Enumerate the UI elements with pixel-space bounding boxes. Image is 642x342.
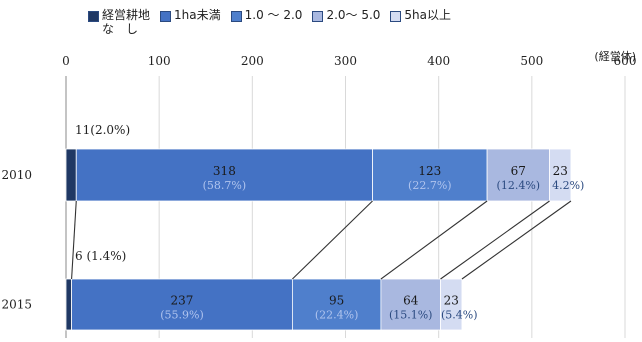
bar-segment bbox=[75, 148, 373, 202]
connector-line bbox=[440, 200, 550, 280]
x-tick-label: 500 bbox=[520, 54, 543, 68]
bar-segment bbox=[440, 278, 463, 331]
unit-label: (経営体) bbox=[594, 50, 636, 63]
legend-item: 5ha以上 bbox=[390, 8, 451, 36]
bar-value-label: 23 bbox=[444, 294, 459, 308]
legend-item: 1.0 〜 2.0 bbox=[230, 8, 303, 36]
bar-value-label: 64 bbox=[403, 294, 419, 308]
legend-label: 5ha以上 bbox=[404, 8, 452, 22]
bar-percent-label: (58.7%) bbox=[203, 179, 247, 192]
bar-value-label: 67 bbox=[511, 164, 526, 178]
legend-swatch bbox=[88, 11, 99, 22]
x-tick-label: 400 bbox=[427, 54, 450, 68]
bar-segment bbox=[65, 148, 77, 202]
bar-value-label: 318 bbox=[213, 164, 236, 178]
x-tick-label: 200 bbox=[241, 54, 264, 68]
connector-line bbox=[380, 200, 488, 280]
y-tick-label: 2010 bbox=[1, 168, 32, 182]
bar-segment bbox=[65, 278, 72, 331]
bar-segment bbox=[549, 148, 572, 202]
bar-percent-label: (22.7%) bbox=[408, 179, 452, 192]
x-tick-label: 100 bbox=[148, 54, 171, 68]
connector-line bbox=[461, 200, 572, 280]
bar-segment bbox=[291, 278, 382, 331]
bar-percent-label: (55.9%) bbox=[160, 309, 204, 322]
connector-line bbox=[292, 200, 373, 280]
bar-value-label: 11(2.0%) bbox=[75, 123, 130, 137]
bar-percent-label: 4.2%) bbox=[552, 179, 584, 192]
legend-label: 1ha未満 bbox=[174, 8, 221, 22]
legend-label: 1.0 〜 2.0 bbox=[244, 8, 303, 22]
bar-value-label: 23 bbox=[553, 164, 568, 178]
bar-value-label: 123 bbox=[418, 164, 441, 178]
x-tick-label: 300 bbox=[334, 54, 357, 68]
chart-legend: 経営耕地 な し 1ha未満 1.0 〜 2.0 2.0〜 5.0 5ha以上 bbox=[88, 8, 451, 36]
legend-swatch bbox=[230, 11, 242, 22]
connector-line bbox=[71, 200, 77, 280]
legend-item: 2.0〜 5.0 bbox=[312, 8, 380, 36]
legend-label: 2.0〜 5.0 bbox=[326, 8, 381, 22]
bar-percent-label: (5.4%) bbox=[441, 309, 478, 322]
bar-value-label: 95 bbox=[329, 294, 344, 308]
legend-swatch bbox=[160, 11, 172, 22]
bar-value-label: 6 (1.4%) bbox=[75, 249, 126, 263]
legend-item: 経営耕地 な し bbox=[88, 8, 150, 36]
bar-value-label: 237 bbox=[171, 294, 194, 308]
bar-percent-label: (12.4%) bbox=[497, 179, 541, 192]
y-tick-label: 2015 bbox=[1, 298, 32, 312]
x-tick-label: 0 bbox=[62, 54, 70, 68]
legend-swatch bbox=[390, 11, 402, 22]
legend-item: 1ha未満 bbox=[160, 8, 221, 36]
bar-segment bbox=[71, 278, 293, 331]
bar-segment bbox=[380, 278, 441, 331]
legend-swatch bbox=[312, 11, 324, 22]
bar-percent-label: (15.1%) bbox=[389, 309, 433, 322]
bar-percent-label: (22.4%) bbox=[315, 309, 359, 322]
legend-label: 経営耕地 な し bbox=[102, 8, 151, 36]
x-tick-label: 600 bbox=[614, 54, 637, 68]
bar-segment bbox=[372, 148, 488, 202]
